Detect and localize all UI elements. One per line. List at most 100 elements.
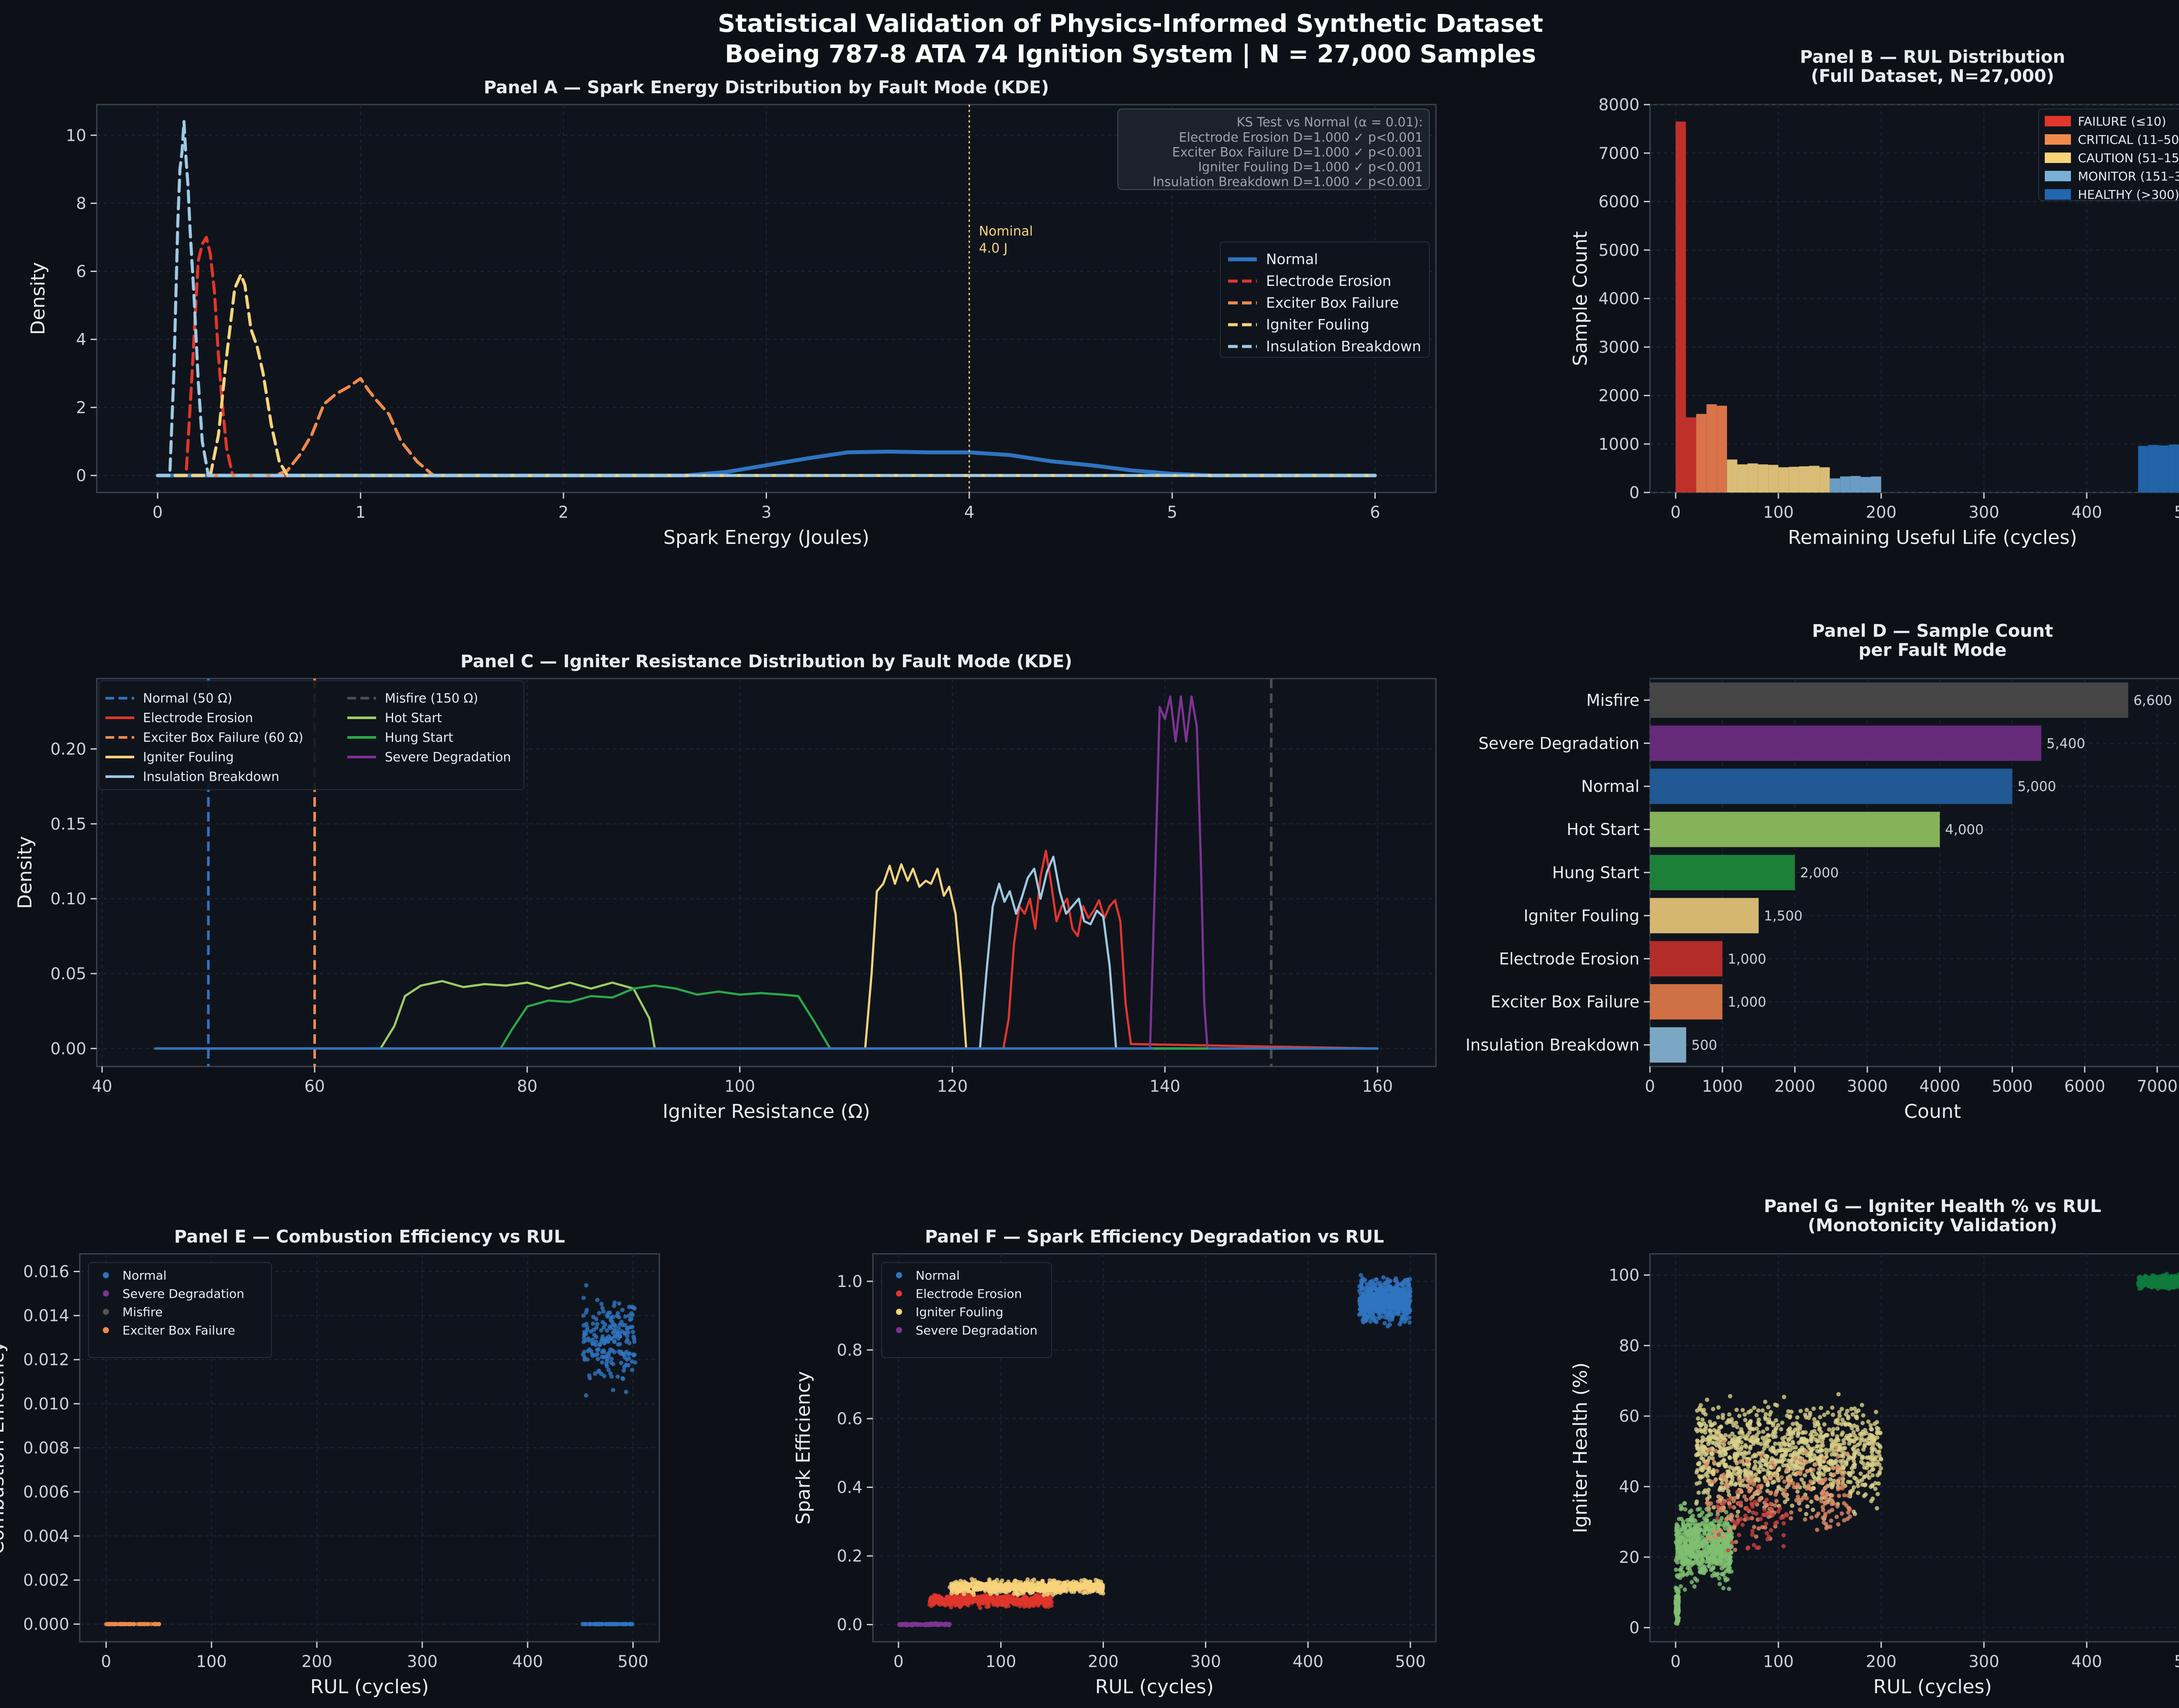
scatter-point — [1754, 1472, 1758, 1477]
scatter-point — [1388, 1299, 1393, 1304]
x-axis-label: RUL (cycles) — [310, 1676, 429, 1698]
x-tick-label: 100 — [196, 1652, 227, 1671]
scatter-point — [1087, 1582, 1091, 1587]
category-label: Normal — [1581, 777, 1639, 796]
scatter-point — [1855, 1427, 1860, 1432]
scatter-point — [153, 1622, 158, 1627]
x-axis-label: Spark Energy (Joules) — [663, 526, 869, 549]
scatter-point — [1742, 1450, 1747, 1455]
ks-test-box — [1117, 109, 1430, 190]
scatter-point — [1705, 1524, 1710, 1529]
histogram-bar — [1686, 417, 1697, 492]
category-label: Electrode Erosion — [1499, 950, 1639, 968]
x-tick-label: 0 — [1670, 1652, 1681, 1671]
scatter-point — [137, 1622, 142, 1627]
scatter-point — [1866, 1455, 1871, 1460]
scatter-point — [628, 1318, 632, 1322]
scatter-point — [618, 1334, 622, 1339]
scatter-point — [1381, 1275, 1386, 1280]
scatter-point — [1877, 1449, 1881, 1454]
scatter-point — [119, 1622, 124, 1627]
scatter-point — [1874, 1409, 1878, 1414]
legend-label: Insulation Breakdown — [1266, 338, 1421, 355]
scatter-point — [1045, 1592, 1050, 1597]
scatter-point — [1366, 1294, 1371, 1298]
scatter-point — [1734, 1407, 1739, 1412]
scatter-point — [2155, 1281, 2160, 1286]
scatter-point — [1707, 1419, 1712, 1424]
legend-label: Igniter Fouling — [916, 1305, 1003, 1319]
scatter-point — [146, 1622, 151, 1627]
scatter-point — [1756, 1408, 1761, 1413]
scatter-point — [1358, 1307, 1362, 1312]
scatter-point — [958, 1603, 963, 1607]
scatter-point — [1100, 1583, 1105, 1588]
scatter-point — [1850, 1438, 1854, 1443]
scatter-point — [1719, 1516, 1724, 1521]
scatter-point — [970, 1581, 974, 1586]
scatter-point — [1830, 1405, 1835, 1410]
category-label: Igniter Fouling — [1524, 907, 1639, 925]
x-tick-label: 6 — [1370, 503, 1381, 522]
legend-swatch — [103, 1290, 109, 1297]
scatter-point — [1798, 1409, 1803, 1413]
scatter-point — [1711, 1543, 1716, 1548]
scatter-point — [2142, 1277, 2146, 1282]
legend-label: Electrode Erosion — [916, 1287, 1022, 1301]
scatter-point — [995, 1591, 1000, 1596]
scatter-point — [1795, 1415, 1800, 1420]
legend-label: Hot Start — [385, 710, 442, 725]
category-label: Hung Start — [1552, 863, 1639, 882]
series-line-insulation-breakdown — [156, 120, 1377, 477]
scatter-point — [1398, 1320, 1403, 1324]
scatter-point — [950, 1588, 955, 1592]
histogram-bar — [1809, 465, 1820, 492]
scatter-point — [1402, 1291, 1406, 1296]
y-tick-label: 0.002 — [23, 1571, 69, 1589]
category-label: Insulation Breakdown — [1466, 1036, 1639, 1055]
scatter-point — [1375, 1281, 1380, 1286]
y-tick-label: 7000 — [1599, 144, 1639, 163]
scatter-point — [1042, 1588, 1047, 1593]
scatter-point — [591, 1341, 595, 1346]
scatter-point — [1748, 1439, 1753, 1443]
x-tick-label: 40 — [92, 1077, 112, 1096]
x-tick-label: 500 — [2174, 1652, 2179, 1671]
scatter-point — [1405, 1278, 1409, 1283]
scatter-point — [1081, 1591, 1086, 1596]
scatter-point — [632, 1306, 637, 1311]
scatter-point — [977, 1601, 981, 1606]
scatter-point — [1038, 1598, 1042, 1603]
scatter-point — [1363, 1313, 1368, 1318]
scatter-point — [1010, 1582, 1015, 1587]
scatter-point — [1805, 1504, 1810, 1509]
ks-test-row: Igniter Fouling D=1.000 ✓ p<0.001 — [1198, 160, 1423, 174]
scatter-point — [1877, 1471, 1882, 1476]
scatter-point — [1710, 1573, 1715, 1578]
scatter-point — [1399, 1281, 1404, 1286]
scatter-point — [1376, 1302, 1381, 1306]
series-line-igniter-fouling — [154, 863, 1379, 1050]
scatter-point — [595, 1297, 600, 1302]
scatter-point — [611, 1388, 615, 1392]
scatter-point — [1743, 1443, 1748, 1448]
scatter-point — [1790, 1503, 1795, 1508]
scatter-point — [631, 1353, 636, 1358]
scatter-point — [615, 1622, 620, 1627]
scatter-point — [1866, 1461, 1870, 1466]
scatter-point — [1754, 1476, 1758, 1481]
histogram-bar — [1696, 414, 1707, 492]
scatter-point — [1387, 1284, 1392, 1289]
bar — [1650, 682, 2128, 718]
scatter-point — [2141, 1281, 2145, 1286]
scatter-point — [1813, 1437, 1818, 1442]
scatter-point — [1869, 1484, 1873, 1489]
histogram-bar — [1727, 459, 1738, 492]
scatter-point — [1707, 1428, 1712, 1433]
scatter-point — [157, 1622, 162, 1627]
scatter-point — [1870, 1434, 1875, 1438]
y-tick-label: 0 — [1629, 483, 1639, 502]
scatter-point — [1697, 1569, 1702, 1574]
scatter-point — [1677, 1531, 1682, 1535]
scatter-point — [581, 1296, 586, 1300]
